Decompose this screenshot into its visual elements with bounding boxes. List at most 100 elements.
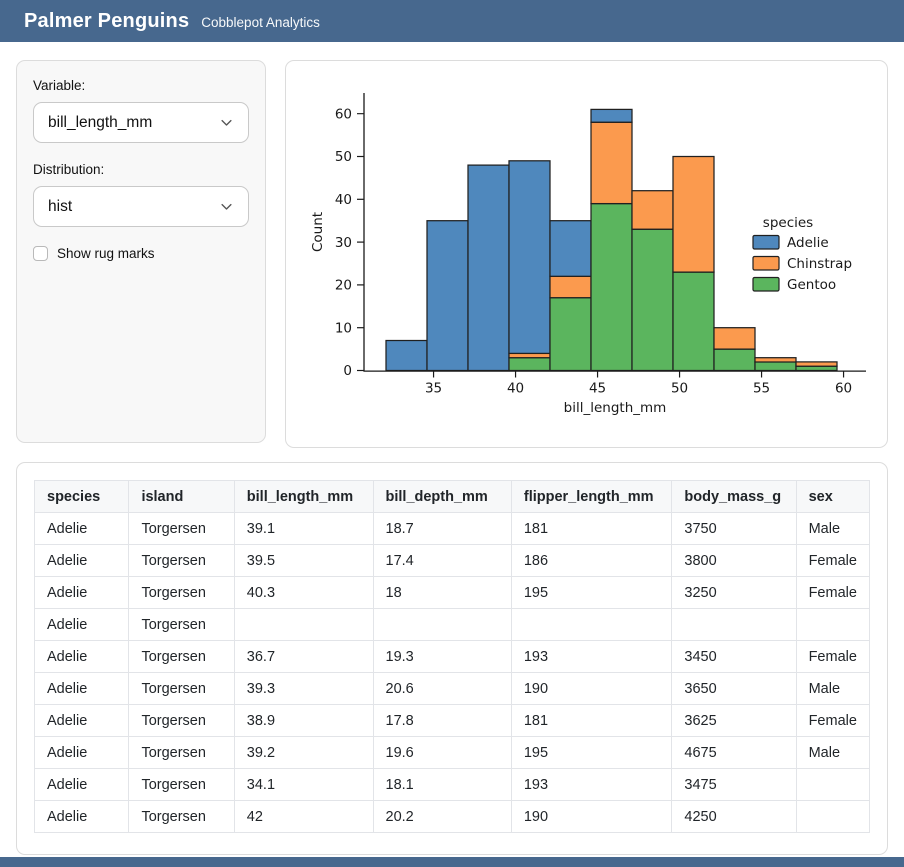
hist-bar-adelie-bin4: [549, 220, 592, 277]
table-cell: Adelie: [33, 672, 130, 705]
x-axis-label: bill_length_mm: [564, 400, 667, 416]
column-header-sex: sex: [795, 480, 871, 513]
table-row: Adelie Torgersen 39.5 17.4 186 3800 Female: [33, 544, 871, 577]
x-tick-label: 55: [753, 381, 770, 397]
show-rug-checkbox[interactable]: [33, 246, 48, 261]
app-title: Palmer Penguins: [24, 10, 190, 32]
variable-select[interactable]: bill_length_mm: [33, 102, 249, 143]
table-cell: Adelie: [33, 544, 130, 577]
table-cell: Male: [795, 736, 871, 769]
table-cell: Adelie: [33, 576, 130, 609]
table-row: Adelie Torgersen 38.9 17.8 181 3625 Female: [33, 704, 871, 737]
histogram-card: 35 40 45 50 55 60 0 10 20 30 40 50 60 bill_length_mm C…: [285, 60, 888, 448]
y-tick-label: 0: [343, 363, 352, 379]
column-header-bill_length_mm: bill_length_mm: [233, 480, 374, 513]
table-cell: 17.4: [372, 544, 512, 577]
table-cell: Female: [795, 640, 871, 673]
hist-bar-gentoo-bin3: [508, 357, 551, 372]
table-cell: Female: [795, 704, 871, 737]
y-tick-label: 10: [335, 320, 352, 336]
data-table-card: species island bill_length_mm bill_depth_mm…: [16, 462, 888, 855]
table-cell: Torgersen: [128, 800, 235, 833]
table-cell: 42: [233, 800, 374, 833]
hist-bar-chinstrap-bin8: [713, 327, 756, 350]
hist-bar-adelie-bin3: [508, 160, 551, 355]
y-tick-label: 30: [335, 235, 352, 251]
table-row: Adelie Torgersen 34.1 18.1 193 3475: [33, 768, 871, 801]
table-row: Adelie Torgersen 42 20.2 190 4250: [33, 800, 871, 833]
table-cell: [510, 608, 673, 641]
table-cell: [795, 800, 871, 833]
table-cell: Adelie: [33, 608, 130, 641]
hist-bar-gentoo-bin8: [713, 348, 756, 372]
column-header-body_mass_g: body_mass_g: [671, 480, 797, 513]
hist-bar-gentoo-bin9: [754, 361, 797, 372]
hist-bar-gentoo-bin5: [590, 202, 633, 372]
table-cell: Torgersen: [128, 544, 235, 577]
table-cell: Adelie: [33, 512, 130, 545]
table-cell: Adelie: [33, 800, 130, 833]
show-rug-label[interactable]: Show rug marks: [57, 246, 155, 261]
legend-label-gentoo: Gentoo: [787, 277, 836, 293]
table-header-row: species island bill_length_mm bill_depth_mm…: [33, 480, 871, 513]
column-header-flipper_length_mm: flipper_length_mm: [510, 480, 673, 513]
table-cell: 34.1: [233, 768, 374, 801]
table-row: Adelie Torgersen 39.1 18.7 181 3750 Male: [33, 512, 871, 545]
table-cell: 3800: [671, 544, 797, 577]
footer-bar: [0, 857, 904, 867]
legend-swatch-chinstrap: [752, 255, 780, 271]
table-cell: Female: [795, 544, 871, 577]
main-content: Variable: bill_length_mm Distribution: h…: [0, 42, 904, 855]
table-cell: 39.3: [233, 672, 374, 705]
table-cell: 39.2: [233, 736, 374, 769]
table-row: Adelie Torgersen 40.3 18 195 3250 Female: [33, 576, 871, 609]
table-cell: [372, 608, 512, 641]
distribution-select[interactable]: hist: [33, 186, 249, 227]
table-cell: 195: [510, 736, 673, 769]
hist-bar-gentoo-bin7: [672, 271, 715, 372]
table-cell: Adelie: [33, 640, 130, 673]
column-header-bill_depth_mm: bill_depth_mm: [372, 480, 512, 513]
table-cell: 3250: [671, 576, 797, 609]
table-row: Adelie Torgersen 39.3 20.6 190 3650 Male: [33, 672, 871, 705]
table-cell: 3750: [671, 512, 797, 545]
distribution-label: Distribution:: [33, 162, 105, 177]
table-cell: 17.8: [372, 704, 512, 737]
table-cell: 181: [510, 512, 673, 545]
hist-bar-gentoo-bin6: [631, 228, 674, 372]
table-cell: 190: [510, 672, 673, 705]
y-tick-label: 60: [335, 106, 352, 122]
table-cell: 20.2: [372, 800, 512, 833]
table-cell: 186: [510, 544, 673, 577]
histogram-chart: 35 40 45 50 55 60 0 10 20 30 40 50 60 bill_length_mm C…: [310, 93, 866, 416]
table-cell: 18: [372, 576, 512, 609]
hist-bar-gentoo-bin4: [549, 297, 592, 372]
penguins-table: species island bill_length_mm bill_depth_mm…: [33, 480, 871, 833]
table-cell: [795, 608, 871, 641]
table-cell: Adelie: [33, 768, 130, 801]
table-cell: 39.5: [233, 544, 374, 577]
table-cell: 190: [510, 800, 673, 833]
table-cell: 18.7: [372, 512, 512, 545]
table-cell: Male: [795, 512, 871, 545]
table-cell: 40.3: [233, 576, 374, 609]
chevron-down-icon: [221, 119, 232, 126]
column-header-island: island: [128, 480, 235, 513]
hist-bar-adelie-bin2: [467, 164, 510, 372]
hist-bar-chinstrap-bin9: [754, 357, 797, 363]
table-cell: 193: [510, 640, 673, 673]
app-header: Palmer Penguins Cobblepot Analytics: [0, 0, 904, 42]
hist-bar-chinstrap-bin10: [795, 361, 838, 367]
variable-label: Variable:: [33, 78, 86, 93]
hist-bar-chinstrap-bin3: [508, 352, 551, 359]
y-tick-label: 50: [335, 149, 352, 165]
table-cell: 19.6: [372, 736, 512, 769]
chevron-down-icon: [221, 203, 232, 210]
table-cell: 19.3: [372, 640, 512, 673]
table-cell: 3625: [671, 704, 797, 737]
table-cell: 36.7: [233, 640, 374, 673]
x-tick-label: 50: [671, 381, 688, 397]
hist-bar-chinstrap-bin6: [631, 190, 674, 230]
distribution-select-value: hist: [48, 197, 73, 215]
y-tick-label: 20: [335, 278, 352, 294]
